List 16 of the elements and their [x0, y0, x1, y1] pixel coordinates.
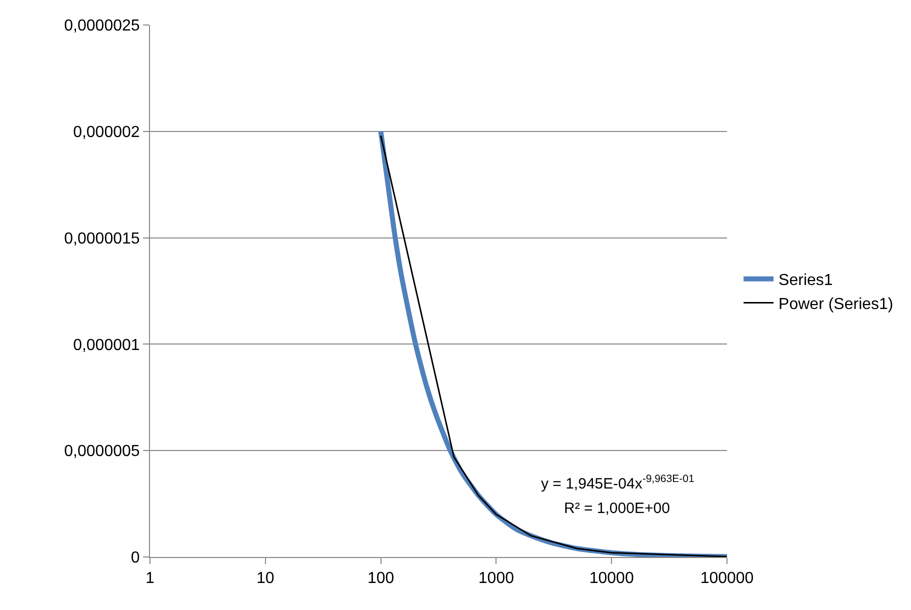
x-tick-label: 100000 [700, 570, 754, 588]
annotation: R² = 1,000E+00 [564, 500, 670, 517]
x-tick-label: 10000 [589, 570, 634, 588]
y-tick-label: 0,0000005 [64, 443, 140, 460]
x-tick-label: 1 [146, 570, 155, 588]
y-tick-label: 0,000002 [73, 124, 140, 141]
x-tick-label: 1000 [478, 570, 514, 588]
legend-label: Series1 [778, 272, 833, 290]
x-tick-label: 100 [367, 570, 394, 588]
y-tick-label: 0,0000025 [64, 18, 140, 35]
annotation: y = 1,945E-04x$^{-9,963E-01}$ [541, 473, 694, 492]
x-tick-label: 10 [256, 570, 274, 588]
y-tick-label: 0,0000015 [64, 230, 140, 248]
y-tick-label: 0,000001 [73, 336, 140, 354]
y-tick-label: 0 [130, 550, 140, 567]
legend-label: Power (Series1) [778, 296, 894, 313]
